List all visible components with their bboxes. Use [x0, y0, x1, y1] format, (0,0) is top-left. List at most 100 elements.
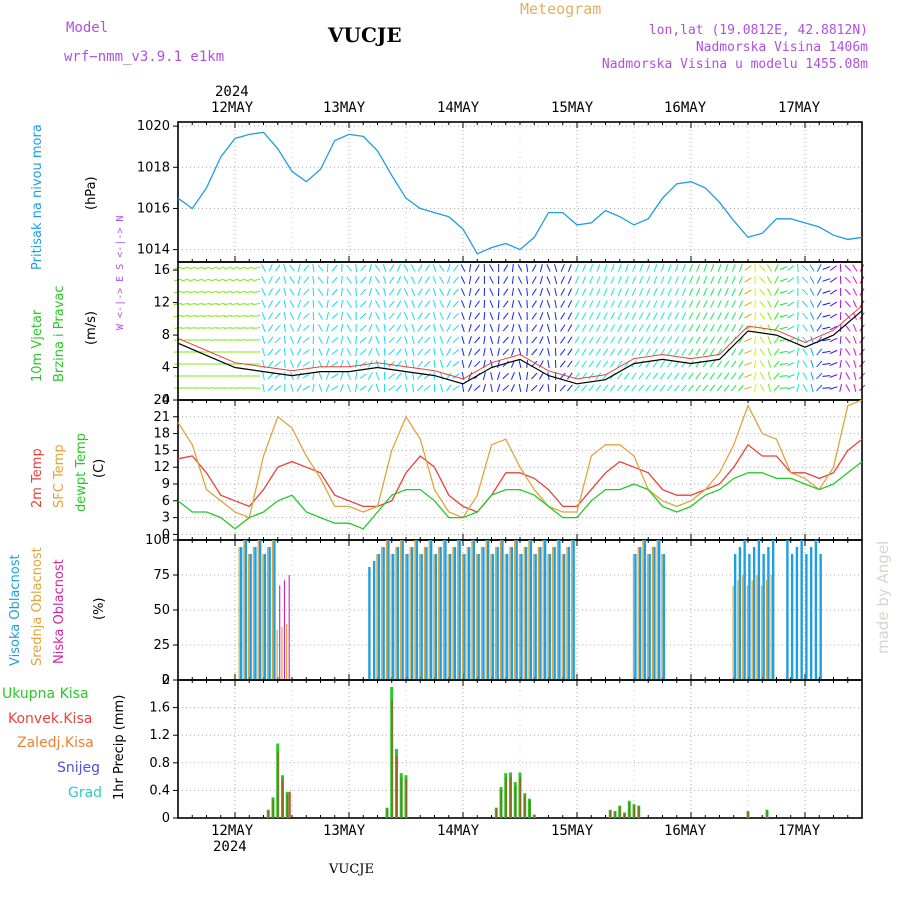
wind-arrow: [303, 312, 310, 320]
wind-arrow: [468, 336, 472, 344]
wind-arrow: [731, 300, 736, 308]
wind-arrow: [531, 336, 538, 344]
wind-arrow: [354, 383, 358, 393]
cloud-bar-high: [520, 554, 523, 680]
cloud-bar-mid: [765, 580, 767, 680]
wind-arrow: [188, 266, 197, 270]
wind-arrow: [787, 301, 795, 307]
cloud-bar-mid: [499, 540, 501, 680]
wind-arrow: [639, 276, 644, 284]
wind-arrow: [433, 323, 436, 333]
wind-arrow: [368, 264, 372, 272]
wind-arrow: [603, 312, 608, 320]
wind-arrow: [610, 312, 615, 320]
wind-arrow: [317, 312, 324, 320]
wind-arrow: [787, 265, 795, 271]
wind-arrow: [403, 276, 409, 284]
wind-arrow: [517, 288, 523, 296]
wind-arrow: [489, 312, 494, 320]
wind-arrow: [617, 360, 623, 368]
wind-arrow: [539, 288, 544, 296]
cloud-bar-high: [643, 540, 647, 680]
wind-arrow: [340, 287, 343, 297]
wind-arrow: [238, 266, 247, 270]
wind-arrow: [617, 336, 623, 344]
model-name: wrf−nmm_v3.9.1 e1km: [64, 49, 225, 65]
wind-arrow: [786, 386, 795, 390]
wind-arrow: [396, 312, 402, 320]
wind-arrow: [646, 300, 651, 308]
wind-arrow: [845, 372, 851, 380]
cloud-bar-mid: [238, 547, 240, 680]
wind-arrow: [744, 313, 752, 319]
wind-arrow: [355, 347, 358, 357]
wind-arrow: [482, 384, 486, 392]
wind-arrow: [274, 348, 282, 356]
wind-arrow: [238, 302, 247, 306]
wind-arrow: [566, 384, 573, 392]
wind-arrow: [439, 372, 444, 380]
wind-arrow: [759, 312, 766, 320]
wind-arrow: [432, 264, 437, 272]
wind-arrow: [753, 371, 757, 381]
wind-arrow: [696, 288, 701, 296]
wind-arrow: [809, 264, 815, 272]
wind-arrow: [554, 276, 558, 284]
cloud-bar-low: [288, 575, 290, 680]
wind-arrow: [809, 300, 815, 308]
cloud-bar-high: [420, 554, 423, 680]
precip-rain-bar: [272, 799, 274, 818]
wind-arrow: [738, 348, 744, 356]
wind-arrow: [268, 264, 273, 272]
wind-arrow: [581, 300, 587, 308]
cloud-bar-mid: [756, 575, 758, 680]
cloud-bar-high: [458, 540, 461, 680]
wind-arrow: [474, 324, 481, 332]
wind-arrow: [318, 384, 323, 392]
wind-arrow: [638, 324, 644, 332]
wind-arrow: [302, 385, 310, 391]
wind-arrow: [638, 336, 644, 344]
wind-arrow: [460, 288, 466, 296]
wind-arrow: [388, 288, 395, 296]
cloud-ytick-label: 75: [153, 568, 170, 583]
wind-arrow: [202, 266, 211, 270]
wind-arrow: [346, 348, 352, 356]
wind-arrow: [774, 264, 779, 272]
wind-arrow: [261, 324, 266, 332]
day-label-bottom-2: 14MAY: [437, 823, 480, 839]
wind-arrow: [582, 288, 587, 296]
wind-arrow: [267, 372, 274, 380]
pressure-ytick-label: 1018: [137, 160, 170, 175]
wind-arrow: [709, 360, 716, 368]
wind-arrow: [738, 336, 744, 344]
wind-arrow: [446, 276, 451, 284]
wind-arrow: [346, 312, 352, 320]
wind-arrow: [511, 263, 514, 273]
cloud-bar-mid: [276, 629, 278, 680]
wind-arrow: [261, 288, 266, 296]
cloud-bar-high: [767, 547, 770, 680]
wind-arrow: [845, 348, 851, 356]
wind-arrow: [452, 312, 460, 320]
wind-arrow: [829, 386, 838, 390]
wind-arrow: [469, 263, 472, 273]
day-label-top-2: 14MAY: [437, 100, 480, 116]
wind-arrow: [368, 324, 373, 332]
wind-arrow: [446, 372, 452, 380]
wind-arrow: [695, 312, 701, 320]
wind-arrow: [354, 371, 358, 381]
legend-conv-rain: Konvek.Kisa: [8, 711, 93, 727]
cloud-bar-mid: [381, 547, 383, 680]
wind-arrow: [816, 348, 823, 356]
wind-arrow: [424, 276, 431, 284]
wind-arrow: [452, 324, 460, 332]
sfc-line: [177, 399, 863, 519]
wind-arrow: [779, 375, 788, 377]
wind-arrow: [681, 288, 686, 296]
cloud-bar-mid: [428, 540, 430, 680]
wind-arrow: [588, 384, 595, 392]
wind-arrow: [360, 276, 367, 284]
wind-arrow: [779, 363, 788, 365]
cloud-bar-mid: [647, 554, 649, 680]
